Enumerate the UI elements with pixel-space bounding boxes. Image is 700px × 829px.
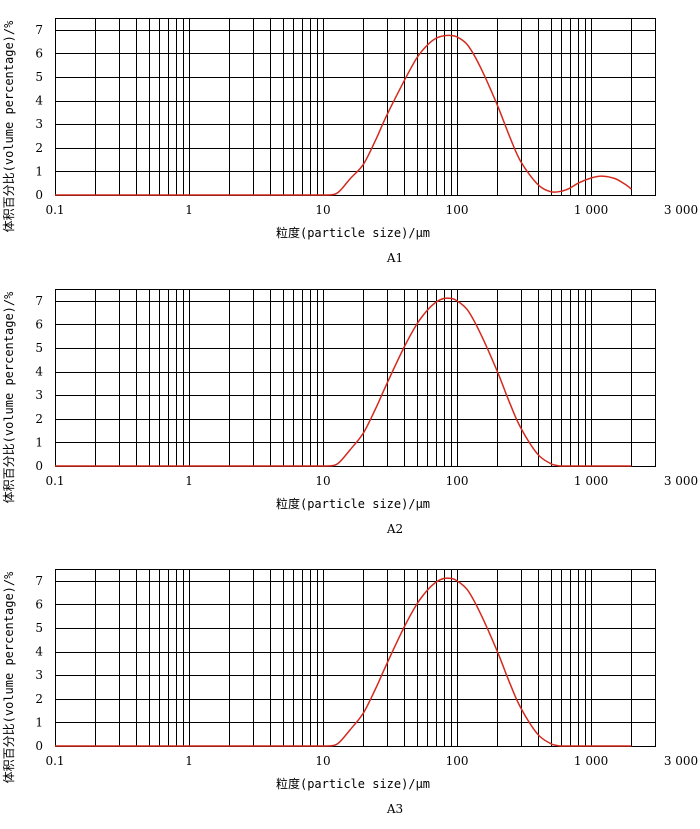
chart-panel-a1: 0 1 2 3 4 5 6 7 0.1 1 10 100 1 000 3 000 粒度(particle s… — [2, 18, 698, 265]
panel-label: A3 — [386, 802, 403, 816]
plot-frame — [55, 289, 656, 467]
x-axis-title: 粒度(particle size)/μm — [276, 496, 430, 511]
gridlines — [55, 569, 655, 746]
panel-label: A1 — [386, 251, 403, 265]
gridlines — [55, 289, 655, 466]
x-tick-label: 100 — [446, 754, 469, 768]
x-tick-label: 100 — [446, 203, 469, 217]
x-tick-label: 1 000 — [574, 474, 608, 488]
y-tick-label: 4 — [35, 365, 43, 379]
y-tick-label: 6 — [35, 46, 43, 60]
gridlines — [55, 18, 655, 195]
y-axis-title: 体积百分比(volume percentage)/% — [2, 571, 16, 783]
x-tick-label: 0.1 — [45, 474, 64, 488]
series-line-a3 — [55, 577, 632, 747]
y-axis-title: 体积百分比(volume percentage)/% — [2, 291, 16, 503]
x-tick-label: 3 000 — [664, 754, 698, 768]
y-tick-label: 3 — [35, 117, 43, 131]
panel-label: A2 — [386, 522, 403, 536]
chart-panel-a3: 0 1 2 3 4 5 6 7 0.1 1 10 100 1 000 3 000 粒度(particle s… — [2, 569, 698, 816]
x-tick-label: 10 — [315, 203, 330, 217]
y-tick-label: 3 — [35, 388, 43, 402]
y-tick-label: 4 — [35, 645, 43, 659]
x-tick-label: 3 000 — [664, 474, 698, 488]
y-tick-label: 2 — [35, 412, 43, 426]
x-tick-label: 1 — [185, 754, 193, 768]
y-tick-label: 5 — [35, 341, 43, 355]
x-tick-label: 1 — [185, 474, 193, 488]
x-tick-label: 1 — [185, 203, 193, 217]
x-tick-label: 0.1 — [45, 203, 64, 217]
y-tick-label: 3 — [35, 668, 43, 682]
y-tick-label: 6 — [35, 317, 43, 331]
x-tick-label: 0.1 — [45, 754, 64, 768]
y-tick-label: 7 — [35, 23, 43, 37]
x-tick-label: 10 — [315, 474, 330, 488]
y-tick-label: 0 — [35, 188, 43, 202]
x-axis-title: 粒度(particle size)/μm — [276, 776, 430, 791]
y-axis-title: 体积百分比(volume percentage)/% — [2, 20, 16, 232]
x-tick-label: 3 000 — [664, 203, 698, 217]
plot-frame — [55, 18, 656, 196]
x-axis-title: 粒度(particle size)/μm — [276, 225, 430, 240]
y-tick-label: 0 — [35, 739, 43, 753]
y-tick-label: 4 — [35, 94, 43, 108]
series-line-a1 — [55, 34, 632, 196]
y-tick-label: 2 — [35, 692, 43, 706]
y-tick-label: 1 — [35, 435, 43, 449]
y-tick-label: 6 — [35, 597, 43, 611]
y-tick-label: 5 — [35, 70, 43, 84]
x-tick-label: 1 000 — [574, 754, 608, 768]
y-tick-label: 5 — [35, 621, 43, 635]
y-tick-label: 7 — [35, 294, 43, 308]
y-tick-label: 7 — [35, 574, 43, 588]
y-tick-label: 0 — [35, 459, 43, 473]
chart-panel-a2: 0 1 2 3 4 5 6 7 0.1 1 10 100 1 000 3 000 粒度(particle s… — [2, 289, 698, 536]
x-tick-label: 1 000 — [574, 203, 608, 217]
x-tick-label: 10 — [315, 754, 330, 768]
series-line-a2 — [55, 297, 632, 467]
y-tick-label: 2 — [35, 141, 43, 155]
plot-frame — [55, 569, 656, 747]
y-tick-label: 1 — [35, 164, 43, 178]
x-tick-label: 100 — [446, 474, 469, 488]
y-tick-label: 1 — [35, 715, 43, 729]
